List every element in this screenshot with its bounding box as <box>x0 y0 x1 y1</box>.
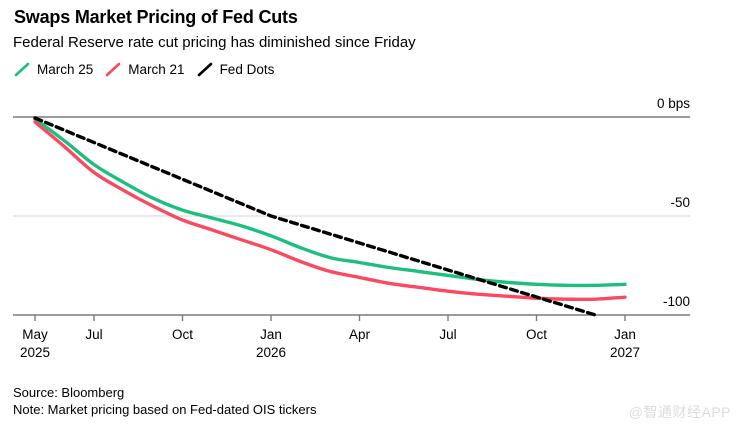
legend-slash-icon <box>14 62 30 77</box>
y-tick-label: 0 bps <box>657 96 690 111</box>
x-tick-label: May <box>22 327 48 342</box>
legend-slash-icon <box>105 62 121 77</box>
legend-item-march-21: March 21 <box>104 61 185 78</box>
series-line-fed-dots <box>33 116 598 317</box>
x-tick-label: Oct <box>172 327 193 342</box>
legend-label: Fed Dots <box>219 62 275 77</box>
chart-legend: March 25 March 21 Fed Dots <box>13 61 274 78</box>
legend-slash-icon <box>197 62 212 77</box>
y-tick-label: -50 <box>670 195 690 210</box>
x-tick-label: Apr <box>349 327 371 342</box>
series-line-march-21 <box>33 120 627 302</box>
x-tick-label: Jul <box>439 327 456 342</box>
x-tick-label: Oct <box>526 327 547 342</box>
x-tick-label: Jan <box>260 327 282 342</box>
x-tick-label: 2025 <box>20 345 50 360</box>
chart-plot-area: 0 bps -50 -100 May 2025 Jul Oct Jan 2026 Apr Jul Oc… <box>0 88 737 380</box>
chart-footer: Source: Bloomberg Note: Market pricing b… <box>13 384 316 418</box>
legend-label: March 25 <box>37 62 94 77</box>
y-tick-label: -100 <box>663 294 690 309</box>
x-tick-label: Jul <box>85 327 102 342</box>
source-note: Source: Bloomberg <box>13 385 125 400</box>
legend-label: March 21 <box>128 62 185 77</box>
line-chart: 0 bps -50 -100 May 2025 Jul Oct Jan 2026 Apr Jul Oc… <box>13 96 690 360</box>
methodology-note: Note: Market pricing based on Fed-dated … <box>13 402 317 417</box>
x-tick-label: Jan <box>614 327 636 342</box>
page-subtitle: Federal Reserve rate cut pricing has dim… <box>13 34 416 51</box>
series-line-march-25 <box>33 117 627 288</box>
legend-item-march-25: March 25 <box>13 61 93 78</box>
legend-item-fed-dots: Fed Dots <box>196 61 275 78</box>
x-tick-label: 2027 <box>610 345 640 360</box>
page-title: Swaps Market Pricing of Fed Cuts <box>14 7 298 27</box>
watermark: @智通财经APP <box>628 404 731 420</box>
x-tick-label: 2026 <box>256 345 286 360</box>
